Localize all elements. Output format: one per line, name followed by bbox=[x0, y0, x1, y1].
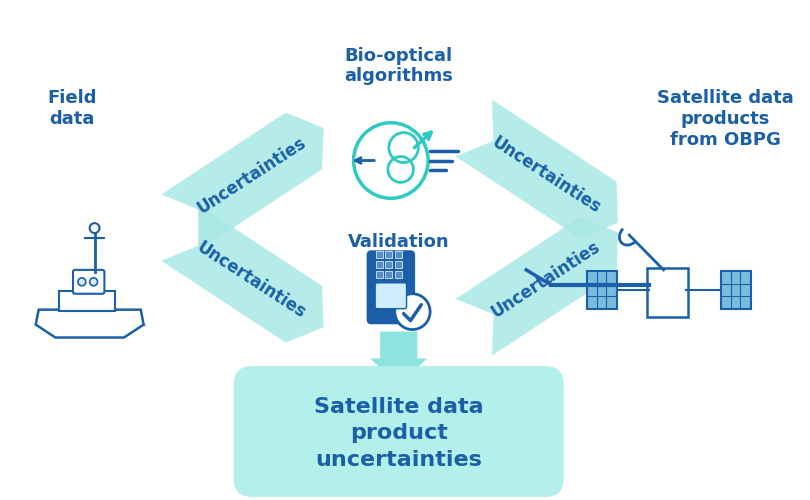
Polygon shape bbox=[456, 217, 618, 356]
FancyBboxPatch shape bbox=[395, 252, 402, 258]
FancyArrow shape bbox=[370, 332, 427, 386]
Text: Uncertainties: Uncertainties bbox=[194, 238, 309, 322]
Text: Validation: Validation bbox=[348, 233, 450, 251]
FancyBboxPatch shape bbox=[587, 271, 616, 308]
Polygon shape bbox=[36, 310, 143, 338]
Text: Satellite data
product
uncertainties: Satellite data product uncertainties bbox=[314, 397, 484, 470]
Polygon shape bbox=[161, 204, 323, 342]
FancyBboxPatch shape bbox=[386, 252, 392, 258]
FancyBboxPatch shape bbox=[376, 252, 382, 258]
FancyBboxPatch shape bbox=[395, 272, 402, 278]
FancyBboxPatch shape bbox=[73, 270, 104, 294]
Circle shape bbox=[78, 278, 86, 286]
FancyBboxPatch shape bbox=[234, 366, 564, 496]
Polygon shape bbox=[161, 112, 323, 251]
FancyBboxPatch shape bbox=[367, 251, 415, 324]
Text: Uncertainties: Uncertainties bbox=[194, 134, 309, 218]
FancyBboxPatch shape bbox=[647, 268, 688, 316]
FancyBboxPatch shape bbox=[376, 272, 382, 278]
Circle shape bbox=[90, 278, 97, 286]
Text: Uncertainties: Uncertainties bbox=[488, 238, 603, 322]
FancyBboxPatch shape bbox=[376, 262, 382, 268]
FancyBboxPatch shape bbox=[722, 271, 751, 308]
Text: Uncertainties: Uncertainties bbox=[488, 134, 603, 218]
Circle shape bbox=[90, 223, 100, 233]
Circle shape bbox=[394, 294, 430, 330]
Polygon shape bbox=[456, 100, 618, 238]
FancyBboxPatch shape bbox=[234, 366, 564, 496]
FancyBboxPatch shape bbox=[395, 262, 402, 268]
Text: Satellite data
products
from OBPG: Satellite data products from OBPG bbox=[657, 89, 794, 148]
FancyBboxPatch shape bbox=[386, 262, 392, 268]
Text: Bio-optical
algorithms: Bio-optical algorithms bbox=[344, 46, 453, 86]
FancyBboxPatch shape bbox=[386, 272, 392, 278]
FancyBboxPatch shape bbox=[59, 291, 115, 310]
Text: Field
data: Field data bbox=[47, 90, 96, 128]
FancyBboxPatch shape bbox=[375, 283, 407, 308]
